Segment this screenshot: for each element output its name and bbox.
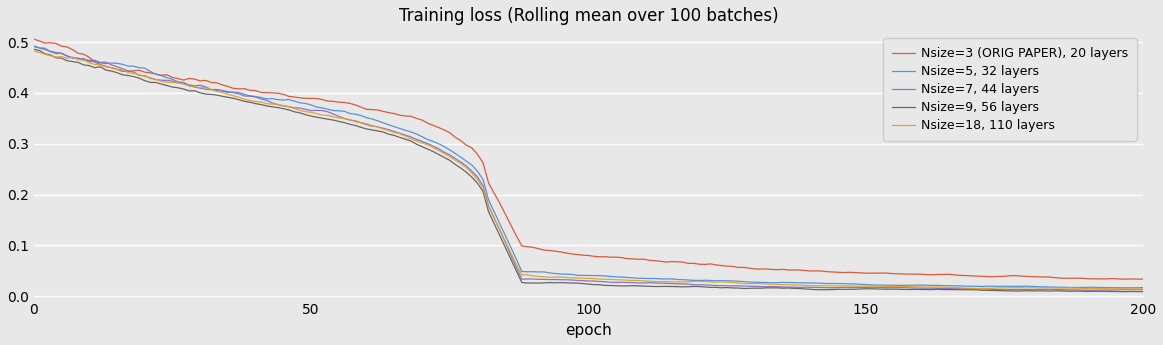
Nsize=3 (ORIG PAPER), 20 layers: [493, 201, 507, 205]
Nsize=3 (ORIG PAPER), 20 layers: [127, 69, 141, 73]
Nsize=3 (ORIG PAPER), 20 layers: [626, 257, 640, 261]
Nsize=5, 32 layers: [493, 221, 507, 226]
Nsize=7, 44 layers: [493, 228, 507, 232]
Nsize=18, 110 layers: [1130, 287, 1144, 291]
Nsize=7, 44 layers: [626, 280, 640, 285]
Nsize=9, 56 layers: [431, 152, 445, 157]
Nsize=5, 32 layers: [27, 44, 41, 48]
Nsize=9, 56 layers: [1136, 289, 1150, 294]
Nsize=18, 110 layers: [626, 278, 640, 283]
Nsize=7, 44 layers: [1136, 288, 1150, 292]
Nsize=5, 32 layers: [626, 276, 640, 280]
Nsize=9, 56 layers: [626, 284, 640, 288]
Nsize=3 (ORIG PAPER), 20 layers: [1136, 277, 1150, 281]
Nsize=18, 110 layers: [1042, 286, 1056, 290]
Nsize=5, 32 layers: [127, 64, 141, 68]
Nsize=9, 56 layers: [1042, 289, 1056, 293]
Nsize=18, 110 layers: [33, 50, 47, 55]
Title: Training loss (Rolling mean over 100 batches): Training loss (Rolling mean over 100 bat…: [399, 7, 778, 25]
Nsize=7, 44 layers: [127, 70, 141, 74]
Nsize=5, 32 layers: [33, 46, 47, 50]
Nsize=9, 56 layers: [33, 48, 47, 52]
Nsize=9, 56 layers: [27, 47, 41, 51]
Nsize=18, 110 layers: [1136, 287, 1150, 291]
Nsize=9, 56 layers: [127, 75, 141, 79]
Nsize=3 (ORIG PAPER), 20 layers: [1042, 275, 1056, 279]
Line: Nsize=9, 56 layers: Nsize=9, 56 layers: [34, 49, 1143, 292]
Nsize=5, 32 layers: [1130, 286, 1144, 290]
Nsize=9, 56 layers: [493, 233, 507, 237]
Nsize=7, 44 layers: [33, 46, 47, 50]
Nsize=3 (ORIG PAPER), 20 layers: [27, 37, 41, 41]
Legend: Nsize=3 (ORIG PAPER), 20 layers, Nsize=5, 32 layers, Nsize=7, 44 layers, Nsize=9: Nsize=3 (ORIG PAPER), 20 layers, Nsize=5…: [884, 38, 1136, 141]
Line: Nsize=18, 110 layers: Nsize=18, 110 layers: [34, 51, 1143, 289]
Nsize=3 (ORIG PAPER), 20 layers: [33, 39, 47, 43]
Nsize=7, 44 layers: [27, 45, 41, 49]
Nsize=7, 44 layers: [431, 147, 445, 151]
X-axis label: epoch: epoch: [565, 323, 612, 338]
Nsize=7, 44 layers: [1086, 288, 1100, 292]
Nsize=9, 56 layers: [1119, 289, 1133, 294]
Line: Nsize=5, 32 layers: Nsize=5, 32 layers: [34, 46, 1143, 288]
Nsize=3 (ORIG PAPER), 20 layers: [431, 126, 445, 130]
Nsize=5, 32 layers: [1042, 285, 1056, 289]
Nsize=18, 110 layers: [27, 49, 41, 53]
Nsize=18, 110 layers: [127, 71, 141, 76]
Line: Nsize=3 (ORIG PAPER), 20 layers: Nsize=3 (ORIG PAPER), 20 layers: [34, 39, 1143, 279]
Line: Nsize=7, 44 layers: Nsize=7, 44 layers: [34, 47, 1143, 290]
Nsize=5, 32 layers: [431, 142, 445, 146]
Nsize=18, 110 layers: [431, 148, 445, 152]
Nsize=18, 110 layers: [493, 227, 507, 231]
Nsize=7, 44 layers: [1042, 287, 1056, 291]
Nsize=5, 32 layers: [1136, 285, 1150, 289]
